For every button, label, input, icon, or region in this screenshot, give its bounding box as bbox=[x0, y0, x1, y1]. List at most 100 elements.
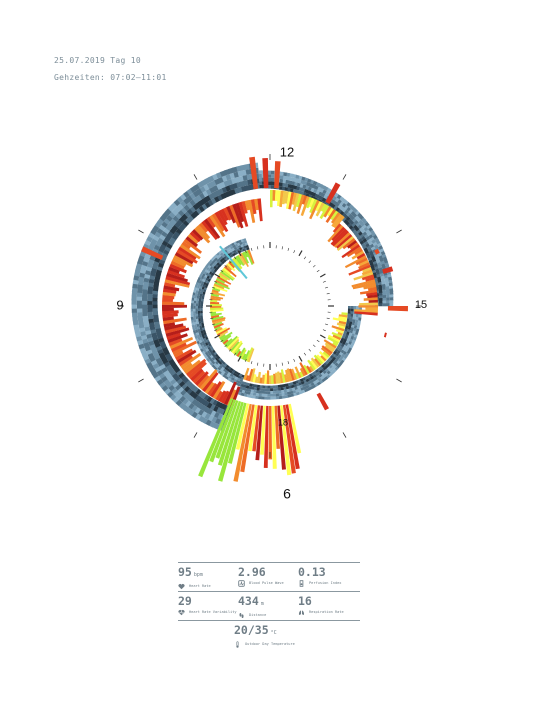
outer-blue-segment bbox=[131, 291, 138, 297]
heat-bar bbox=[291, 368, 297, 380]
inner-tick bbox=[293, 358, 296, 362]
stats-row-2: 29 Heart Rate Variability 434 m Distance … bbox=[178, 592, 360, 620]
outer-blue-segment bbox=[247, 179, 253, 186]
outer-blue-segment bbox=[138, 323, 145, 329]
outer-blue-segment bbox=[156, 378, 164, 386]
outer-blue-segment bbox=[378, 295, 383, 299]
heat-bar bbox=[264, 373, 268, 384]
outer-blue-segment bbox=[292, 174, 297, 179]
heat-bar bbox=[168, 266, 180, 274]
heat-bar bbox=[173, 254, 194, 268]
outer-blue-segment bbox=[387, 273, 392, 278]
outer-blue-segment bbox=[141, 300, 148, 305]
outer-blue-segment bbox=[363, 247, 369, 252]
outer-blue-segment bbox=[134, 328, 141, 334]
inner-blue-segment bbox=[194, 297, 197, 301]
inner-blue-segment bbox=[349, 329, 354, 334]
outer-blue-segment bbox=[163, 237, 171, 244]
inner-blue-segment bbox=[348, 321, 353, 325]
outer-blue-segment bbox=[347, 218, 353, 224]
inner-tick bbox=[214, 273, 221, 278]
inner-blue-segment bbox=[272, 385, 276, 389]
inner-blue-segment bbox=[200, 317, 204, 321]
outer-blue-segment bbox=[335, 207, 341, 212]
heat-bar bbox=[163, 322, 176, 328]
heat-bar bbox=[245, 347, 254, 362]
outer-blue-segment bbox=[279, 186, 283, 190]
heat-bar bbox=[210, 314, 220, 319]
inner-blue-segment bbox=[199, 285, 203, 289]
heat-bar bbox=[342, 238, 356, 250]
outer-blue-segment bbox=[166, 355, 173, 362]
heat-bar bbox=[210, 305, 222, 309]
outer-blue-segment bbox=[167, 367, 174, 374]
date-line: 25.07.2019 Tag 10 bbox=[54, 56, 141, 65]
tail-bar bbox=[288, 403, 302, 454]
outer-blue-segment bbox=[157, 360, 164, 367]
outer-blue-segment bbox=[271, 170, 275, 175]
inner-blue-segment bbox=[196, 340, 200, 345]
outer-blue-segment bbox=[144, 326, 151, 332]
outer-blue-segment bbox=[147, 307, 153, 313]
inner-blue-segment bbox=[297, 388, 302, 392]
pulse-wave-icon bbox=[238, 579, 245, 587]
inner-blue-segment bbox=[264, 396, 268, 400]
outer-blue-segment bbox=[172, 364, 179, 371]
inner-blue-segment bbox=[202, 284, 206, 288]
outer-blue-segment bbox=[176, 196, 184, 204]
outer-blue-segment bbox=[346, 206, 352, 212]
heat-bar bbox=[268, 375, 272, 384]
outer-blue-segment bbox=[341, 203, 347, 208]
inner-blue-segment bbox=[190, 316, 194, 320]
inner-blue-segment bbox=[346, 318, 350, 322]
outer-blue-segment bbox=[137, 280, 144, 286]
inner-blue-segment bbox=[195, 303, 199, 306]
outer-blue-segment bbox=[298, 175, 303, 180]
inner-blue-segment bbox=[198, 300, 201, 304]
tail-bar bbox=[209, 399, 236, 463]
inner-blue-segment bbox=[252, 395, 256, 399]
inner-tick bbox=[214, 334, 221, 339]
outer-blue-segment bbox=[152, 372, 159, 379]
inner-blue-segment bbox=[244, 381, 248, 386]
heat-bar bbox=[167, 269, 185, 279]
outer-blue-segment bbox=[258, 177, 263, 182]
inner-blue-segment bbox=[193, 313, 196, 317]
inner-blue-segment bbox=[201, 286, 205, 290]
outer-blue-segment bbox=[187, 382, 194, 389]
heat-bar bbox=[198, 222, 209, 233]
outer-blue-segment bbox=[386, 297, 390, 301]
outer-blue-segment bbox=[153, 244, 161, 251]
outer-blue-segment bbox=[194, 407, 201, 414]
inner-blue-segment bbox=[346, 329, 351, 333]
heat-bar bbox=[241, 353, 247, 360]
inner-blue-segment bbox=[197, 313, 201, 317]
outer-blue-segment bbox=[138, 319, 144, 325]
outer-blue-segment bbox=[153, 283, 159, 288]
outer-blue-segment bbox=[141, 296, 148, 301]
inner-blue-segment bbox=[357, 323, 361, 327]
outer-blue-segment bbox=[166, 243, 173, 249]
heat-bar bbox=[241, 201, 248, 214]
outer-blue-segment bbox=[234, 176, 241, 183]
outer-blue-segment bbox=[348, 209, 354, 214]
outer-blue-segment bbox=[168, 384, 175, 392]
outer-blue-segment bbox=[377, 281, 382, 286]
inner-blue-segment bbox=[272, 393, 277, 397]
inner-blue-segment bbox=[200, 301, 204, 304]
outer-blue-segment bbox=[207, 408, 213, 415]
inner-blue-segment bbox=[238, 388, 243, 393]
clock-label-6: 6 bbox=[283, 486, 291, 502]
outer-blue-segment bbox=[290, 188, 294, 193]
outer-blue-segment bbox=[186, 195, 193, 202]
outer-blue-segment bbox=[207, 414, 214, 422]
inner-blue-segment bbox=[200, 288, 204, 292]
outer-blue-segment bbox=[167, 375, 175, 383]
heat-bar bbox=[176, 349, 197, 364]
inner-blue-segment bbox=[195, 313, 199, 317]
inner-blue-segment bbox=[300, 387, 305, 391]
outer-blue-segment bbox=[141, 334, 148, 340]
heat-bar bbox=[292, 193, 300, 212]
heat-bar bbox=[210, 303, 222, 306]
inner-tick bbox=[228, 348, 232, 352]
